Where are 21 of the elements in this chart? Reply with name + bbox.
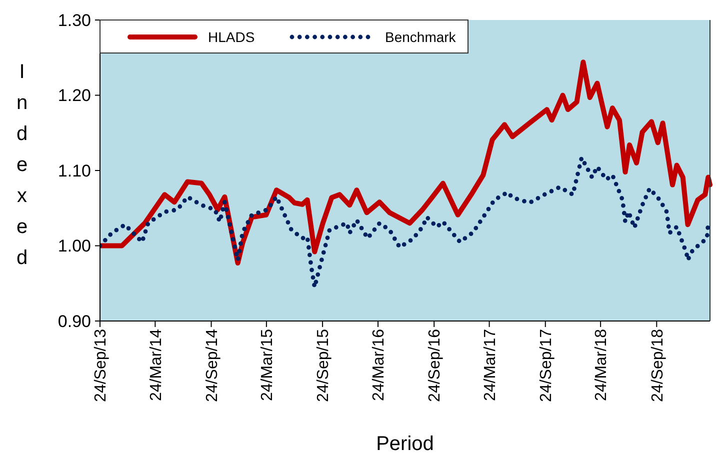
legend-label: HLADS <box>208 28 255 45</box>
x-tick-label: 24/Sep/17 <box>538 328 555 402</box>
x-tick-label: 24/Mar/16 <box>370 328 388 402</box>
y-tick-label: 1.20 <box>58 86 91 106</box>
y-tick-label: 1.10 <box>58 161 91 180</box>
x-tick-label: 24/Sep/18 <box>649 328 666 402</box>
x-tick-label: 24/Sep/13 <box>92 328 110 402</box>
x-tick-label: 24/Mar/17 <box>482 328 499 402</box>
y-tick-label: 1.00 <box>58 236 91 256</box>
line-series <box>100 156 710 290</box>
y-axis-title: Indexed <box>16 61 28 269</box>
y-tick-label: 1.30 <box>58 10 91 30</box>
x-tick-label: 24/Mar/15 <box>259 328 276 402</box>
x-tick-label: 24/Sep/14 <box>204 328 221 402</box>
x-tick-label: 24/Mar/18 <box>593 328 610 402</box>
x-tick-label: 24/Mar/14 <box>148 328 165 402</box>
x-axis-title: Period <box>376 433 434 454</box>
x-tick-label: 24/Sep/16 <box>426 328 444 402</box>
x-tick-label: 24/Sep/15 <box>315 328 332 402</box>
legend-label: Benchmark <box>385 28 457 45</box>
y-tick-label: 0.90 <box>58 312 91 331</box>
